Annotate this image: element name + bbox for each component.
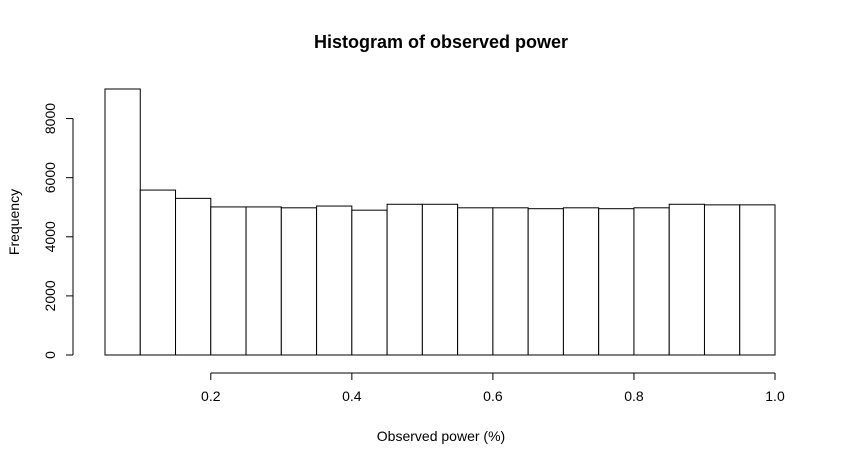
histogram-bar xyxy=(316,205,353,356)
histogram-bar xyxy=(245,206,282,356)
histogram-bar xyxy=(668,203,705,356)
histogram-bar xyxy=(527,208,564,356)
x-axis: 0.2 0.4 0.6 0.8 1.0 xyxy=(201,372,785,404)
y-axis: 0 2000 4000 6000 8000 xyxy=(42,103,74,359)
x-tick-label: 0.8 xyxy=(624,388,644,404)
y-tick-label: 6000 xyxy=(42,162,58,193)
y-axis-label: Frequency xyxy=(6,189,22,255)
bars-group xyxy=(104,88,776,356)
histogram-bar xyxy=(175,197,212,356)
x-tick-label: 1.0 xyxy=(765,388,785,404)
y-tick-label: 2000 xyxy=(42,280,58,311)
histogram-bar xyxy=(598,208,635,356)
histogram-bar xyxy=(562,207,600,356)
y-tick-label: 4000 xyxy=(42,221,58,252)
y-tick-label: 8000 xyxy=(42,103,58,134)
histogram-bar xyxy=(457,207,494,356)
histogram-bar xyxy=(351,209,388,356)
histogram-bar xyxy=(421,203,459,356)
histogram-bar xyxy=(139,189,177,356)
histogram-bar xyxy=(104,88,141,356)
x-axis-label: Observed power (%) xyxy=(377,428,505,444)
x-tick-label: 0.6 xyxy=(483,388,503,404)
chart-title: Histogram of observed power xyxy=(314,32,568,52)
x-tick-label: 0.4 xyxy=(342,388,362,404)
histogram-bar xyxy=(703,204,741,356)
x-tick-label: 0.2 xyxy=(201,388,221,404)
y-tick-label: 0 xyxy=(42,351,58,359)
histogram-bar xyxy=(492,207,529,356)
histogram-bar xyxy=(386,203,423,356)
histogram-bar xyxy=(739,204,776,356)
histogram-bar xyxy=(633,207,670,356)
histogram-bar xyxy=(210,206,247,356)
histogram-bar xyxy=(280,207,318,356)
